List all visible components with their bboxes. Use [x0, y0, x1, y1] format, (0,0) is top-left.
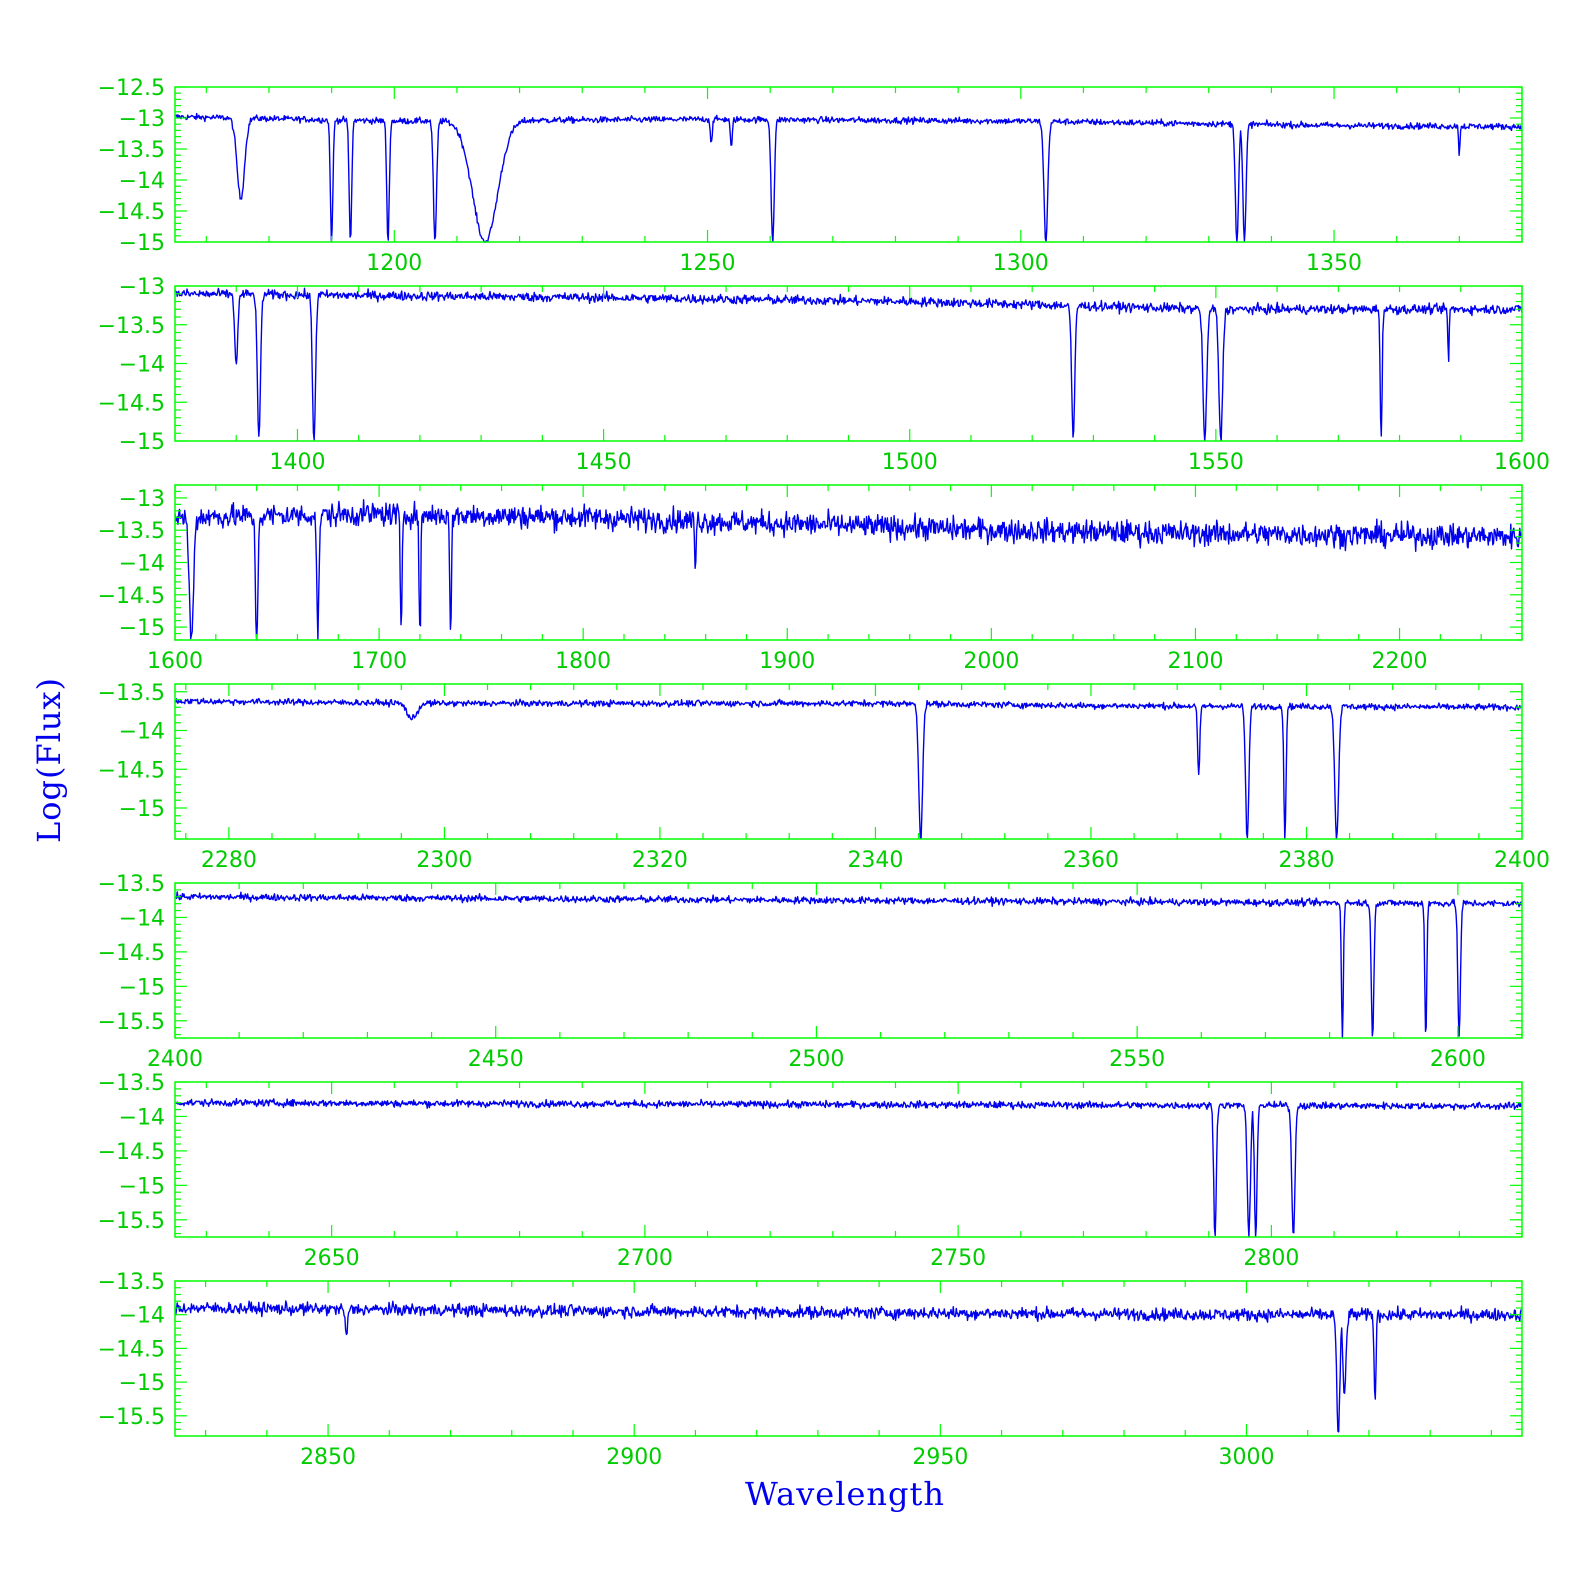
y-tick-label: −15: [119, 231, 165, 256]
x-tick-label: 1900: [759, 649, 815, 674]
y-tick-label: −14: [119, 552, 165, 577]
panel-4: 2280 2300 2320 2340 2360 2380 2400 −13.5 −14 −14.…: [98, 681, 1550, 873]
panel-5: 2400 2450 2500 2550 2600 −13.5 −14 −14.5 −15 −15.…: [98, 872, 1523, 1072]
spectrum-line-panel-3: [174, 499, 1523, 641]
panel-2: 1400 1450 1500 1550 1600 −13 −13.5 −14 −14.5 −15: [98, 275, 1550, 475]
y-tick-label: −14.5: [98, 584, 165, 609]
panel-frame: [174, 882, 1523, 1039]
y-tick-label: −14: [119, 906, 165, 931]
y-tick-label: −14: [119, 720, 165, 745]
x-tick-label: 2500: [788, 1047, 844, 1072]
panel-frame: [174, 1280, 1523, 1437]
panel-3: 1600 1700 1800 1900 2000 2100 2200 −13 −13.5 −14 −…: [98, 484, 1523, 674]
x-tick-label: 2100: [1167, 649, 1223, 674]
x-tick-label: 2000: [963, 649, 1019, 674]
x-tick-label: 1600: [147, 649, 203, 674]
x-tick-label: 2550: [1109, 1047, 1165, 1072]
y-tick-label: −14: [119, 169, 165, 194]
x-tick-label: 2450: [468, 1047, 524, 1072]
x-tick-label: 2700: [617, 1246, 673, 1271]
spectrum-line-panel-5: [174, 891, 1523, 1039]
x-tick-label: 1550: [1188, 450, 1244, 475]
x-tick-label: 1500: [882, 450, 938, 475]
panels-group: 1200 1250 1300 1350 −12.5 −13 −13.5 −14 −14.5 −15…: [98, 76, 1550, 1470]
x-tick-label: 1250: [680, 251, 736, 276]
spectrum-line-panel-1: [174, 112, 1523, 243]
x-tick-label: 2800: [1243, 1246, 1299, 1271]
y-tick-label: −15: [119, 975, 165, 1000]
panel-1: 1200 1250 1300 1350 −12.5 −13 −13.5 −14 −14.5 −15: [98, 76, 1523, 276]
x-tick-label: 2650: [304, 1246, 360, 1271]
y-tick-label: −15: [119, 430, 165, 455]
y-tick-label: −13.5: [98, 681, 165, 706]
y-tick-label: −12.5: [98, 76, 165, 101]
x-tick-label: 1300: [993, 251, 1049, 276]
y-tick-label: −13: [119, 275, 165, 300]
y-tick-label: −13.5: [98, 314, 165, 339]
x-tick-label: 2750: [930, 1246, 986, 1271]
y-tick-label: −13.5: [98, 1270, 165, 1295]
y-tick-label: −14.5: [98, 200, 165, 225]
y-tick-label: −13.5: [98, 138, 165, 163]
spectrum-line-panel-4: [174, 697, 1523, 840]
y-tick-label: −15: [119, 616, 165, 641]
x-tick-label: 2200: [1372, 649, 1428, 674]
panel-frame: [174, 1081, 1523, 1238]
y-tick-label: −14.5: [98, 1140, 165, 1165]
spectrum-line-panel-7: [174, 1300, 1523, 1433]
panel-7: 2850 2900 2950 3000 −13.5 −14 −14.5 −15 −15.5: [98, 1270, 1523, 1470]
y-axis-title: Log(Flux): [30, 677, 68, 843]
x-tick-label: 2600: [1430, 1047, 1486, 1072]
x-tick-label: 2400: [1494, 848, 1550, 873]
spectrum-line-panel-2: [174, 287, 1523, 442]
y-tick-label: −15.5: [98, 1405, 165, 1430]
y-tick-label: −13.5: [98, 872, 165, 897]
y-tick-label: −15: [119, 797, 165, 822]
y-tick-label: −13: [119, 487, 165, 512]
x-tick-label: 1200: [366, 251, 422, 276]
x-tick-label: 2900: [606, 1445, 662, 1470]
x-tick-label: 1350: [1306, 251, 1362, 276]
y-tick-label: −14.5: [98, 391, 165, 416]
x-tick-label: 2340: [847, 848, 903, 873]
x-tick-label: 2280: [201, 848, 257, 873]
x-axis-title: Wavelength: [745, 1475, 945, 1513]
x-tick-label: 2320: [632, 848, 688, 873]
y-tick-label: −13.5: [98, 1071, 165, 1096]
y-tick-label: −15: [119, 1371, 165, 1396]
x-tick-label: 1600: [1494, 450, 1550, 475]
panel-frame: [174, 86, 1523, 243]
x-tick-label: 2380: [1278, 848, 1334, 873]
x-tick-label: 2300: [416, 848, 472, 873]
x-tick-label: 1450: [576, 450, 632, 475]
x-tick-label: 1400: [269, 450, 325, 475]
x-tick-label: 1700: [351, 649, 407, 674]
y-tick-label: −13.5: [98, 519, 165, 544]
y-tick-label: −14: [119, 353, 165, 378]
y-tick-label: −13: [119, 107, 165, 132]
panel-frame: [174, 484, 1523, 641]
y-tick-label: −14.5: [98, 758, 165, 783]
x-tick-label: 2950: [912, 1445, 968, 1470]
y-tick-label: −15.5: [98, 1010, 165, 1035]
spectrum-line-panel-6: [175, 1097, 1523, 1238]
y-tick-label: −14.5: [98, 1337, 165, 1362]
y-tick-label: −14: [119, 1304, 165, 1329]
x-tick-label: 2360: [1063, 848, 1119, 873]
x-tick-label: 2850: [300, 1445, 356, 1470]
x-tick-label: 1800: [555, 649, 611, 674]
y-tick-label: −15.5: [98, 1209, 165, 1234]
x-tick-label: 3000: [1218, 1445, 1274, 1470]
y-tick-label: −15: [119, 1174, 165, 1199]
y-tick-label: −14.5: [98, 941, 165, 966]
y-tick-label: −14: [119, 1105, 165, 1130]
panel-6: 2650 2700 2750 2800 −13.5 −14 −14.5 −15 −15.5: [98, 1071, 1523, 1271]
x-tick-label: 2400: [147, 1047, 203, 1072]
